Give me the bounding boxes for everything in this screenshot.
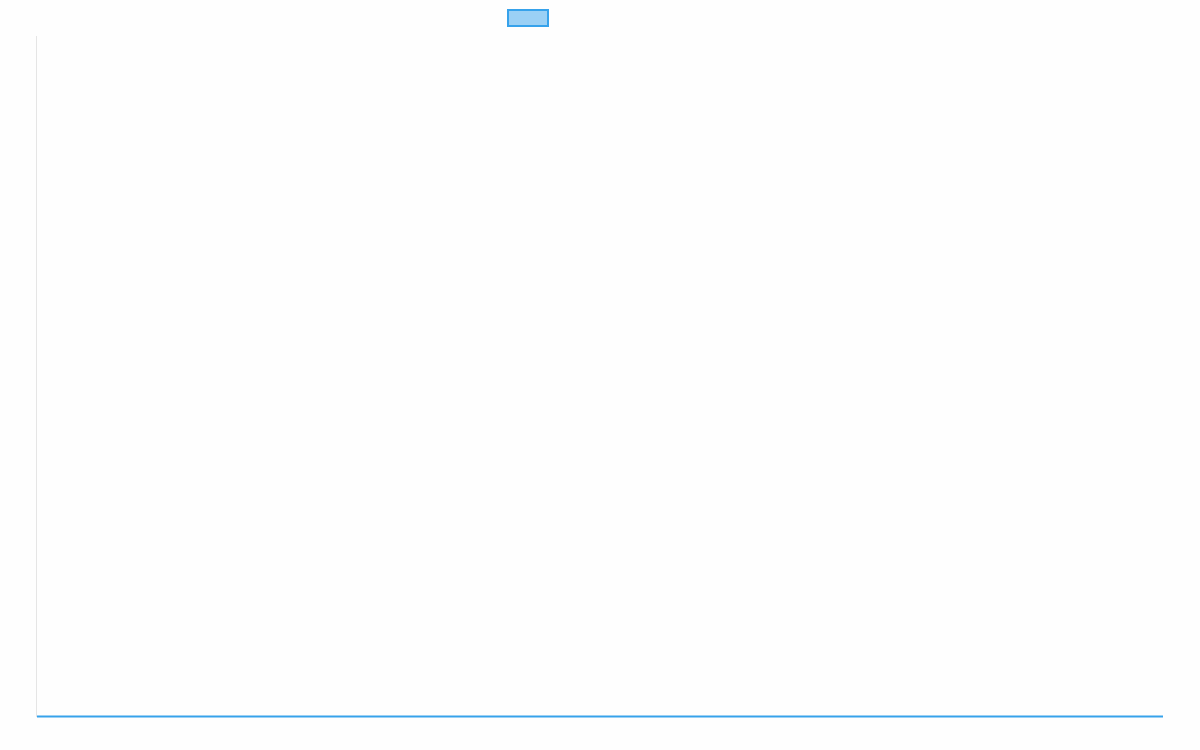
legend-swatch[interactable]: [507, 9, 549, 27]
